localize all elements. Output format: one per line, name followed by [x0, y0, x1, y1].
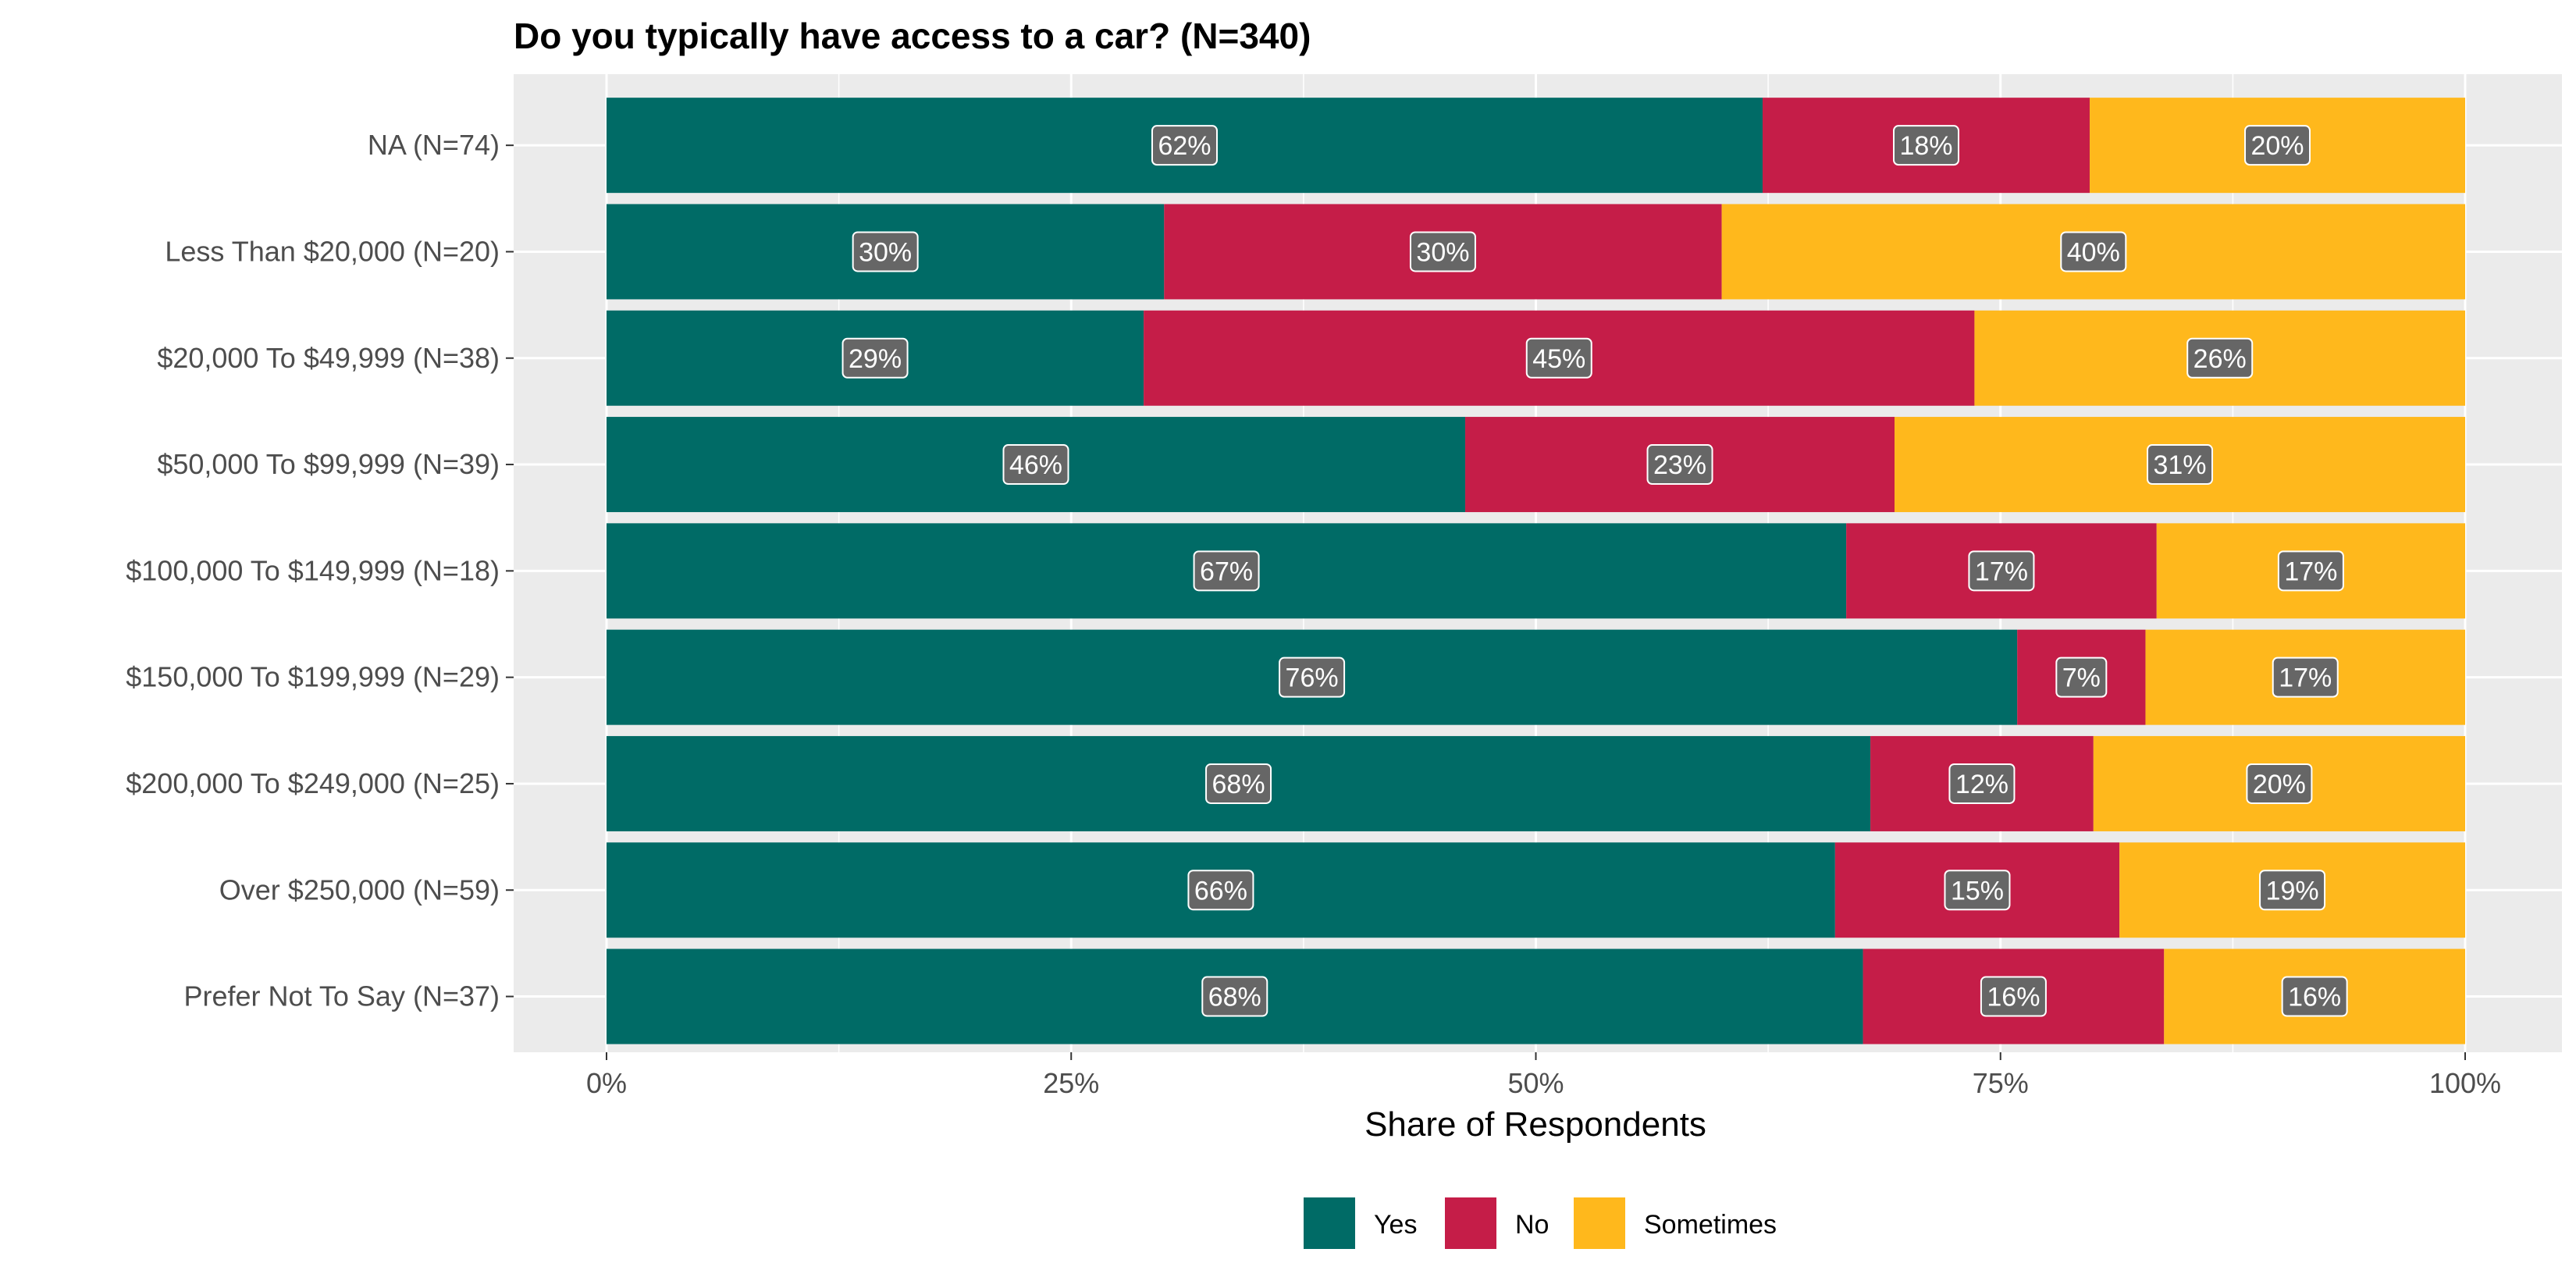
y-tick-label: $100,000 To $149,999 (N=18)	[126, 554, 500, 586]
data-label-box	[1205, 763, 1272, 804]
bars	[607, 98, 2465, 1044]
data-labels: 62% 18% 20% 30% 30% 40% 29% 45% 26% 46% 23% 31% 67% 1…	[841, 125, 2348, 1017]
data-label-box	[1279, 656, 1346, 698]
data-label: 31%	[2153, 450, 2206, 480]
data-label-box	[1980, 976, 2047, 1017]
data-label: 26%	[2194, 344, 2247, 374]
data-label: 17%	[2279, 664, 2332, 693]
data-label: 62%	[1158, 131, 1211, 161]
data-label: 45%	[1532, 344, 1585, 374]
data-label: 16%	[1987, 983, 2040, 1012]
data-label-box	[2060, 231, 2127, 272]
data-label: 18%	[1899, 131, 1952, 161]
data-label: 20%	[2253, 770, 2306, 799]
data-label-box	[1646, 444, 1713, 486]
x-tick-label: 100%	[2429, 1067, 2501, 1099]
legend-label-sometimes: Sometimes	[1644, 1210, 1777, 1240]
legend-swatch-sometimes	[1574, 1197, 1625, 1249]
data-label-box	[2244, 125, 2311, 166]
data-label-box	[2246, 763, 2313, 804]
y-tick-label: Over $250,000 (N=59)	[219, 873, 500, 906]
x-tick-label: 25%	[1043, 1067, 1099, 1099]
data-label-box	[1948, 763, 2016, 804]
data-label: 19%	[2266, 876, 2319, 906]
data-label: 16%	[2288, 983, 2341, 1012]
data-label: 12%	[1955, 770, 2008, 799]
data-label-box	[841, 337, 909, 379]
data-label: 30%	[1416, 237, 1469, 267]
data-label: 67%	[1200, 557, 1253, 586]
data-label: 40%	[2067, 237, 2120, 267]
data-label-box	[1968, 550, 2035, 592]
data-label: 66%	[1194, 876, 1247, 906]
legend-label-yes: Yes	[1374, 1210, 1417, 1240]
data-label: 15%	[1951, 876, 2004, 906]
x-axis-title: Share of Respondents	[1364, 1105, 1706, 1144]
data-label-box	[2147, 444, 2214, 486]
x-tick-label: 0%	[586, 1067, 627, 1099]
data-label: 20%	[2250, 131, 2304, 161]
data-label-box	[1201, 976, 1268, 1017]
x-axis: 0% 25% 50% 75% 100%	[586, 1052, 2501, 1099]
y-tick-label: $20,000 To $49,999 (N=38)	[157, 342, 500, 374]
data-label-box	[1409, 231, 1476, 272]
y-tick-label: Less Than $20,000 (N=20)	[165, 235, 500, 267]
x-tick-label: 75%	[1973, 1067, 2029, 1099]
data-label-box	[1893, 125, 1960, 166]
data-label: 68%	[1208, 983, 1261, 1012]
y-tick-label: Prefer Not To Say (N=37)	[183, 980, 500, 1012]
x-tick-label: 50%	[1507, 1067, 1564, 1099]
data-label-box	[1525, 337, 1592, 379]
data-label-box	[1944, 870, 2011, 911]
data-label: 76%	[1286, 664, 1339, 693]
data-label: 68%	[1212, 770, 1265, 799]
data-label-box	[1193, 550, 1260, 592]
legend-swatch-no	[1445, 1197, 1496, 1249]
data-label-box	[2259, 870, 2326, 911]
data-label: 29%	[849, 344, 902, 374]
data-label-box	[2186, 337, 2254, 379]
data-label: 17%	[2284, 557, 2337, 586]
data-label-box	[2281, 976, 2348, 1017]
data-label: 7%	[2062, 664, 2101, 693]
chart-title: Do you typically have access to a car? (…	[514, 16, 1311, 56]
data-label: 30%	[859, 237, 912, 267]
data-label-box	[1187, 870, 1254, 911]
data-label-box	[2272, 656, 2339, 698]
legend-label-no: No	[1515, 1210, 1549, 1240]
y-tick-label: $200,000 To $249,000 (N=25)	[126, 767, 500, 799]
y-tick-label: NA (N=74)	[368, 129, 500, 161]
y-tick-label: $150,000 To $199,999 (N=29)	[126, 661, 500, 693]
data-label-box	[2055, 656, 2108, 698]
data-label-box	[1002, 444, 1069, 486]
data-label-box	[852, 231, 919, 272]
legend: Yes No Sometimes	[1304, 1197, 1777, 1249]
legend-swatch-yes	[1304, 1197, 1355, 1249]
data-label: 17%	[1975, 557, 2028, 586]
y-axis: NA (N=74) Less Than $20,000 (N=20) $20,000…	[126, 129, 514, 1012]
data-label: 46%	[1009, 450, 1062, 480]
data-label: 23%	[1653, 450, 1706, 480]
data-label-box	[1151, 125, 1218, 166]
y-tick-label: $50,000 To $99,999 (N=39)	[157, 448, 500, 480]
data-label-box	[2277, 550, 2344, 592]
